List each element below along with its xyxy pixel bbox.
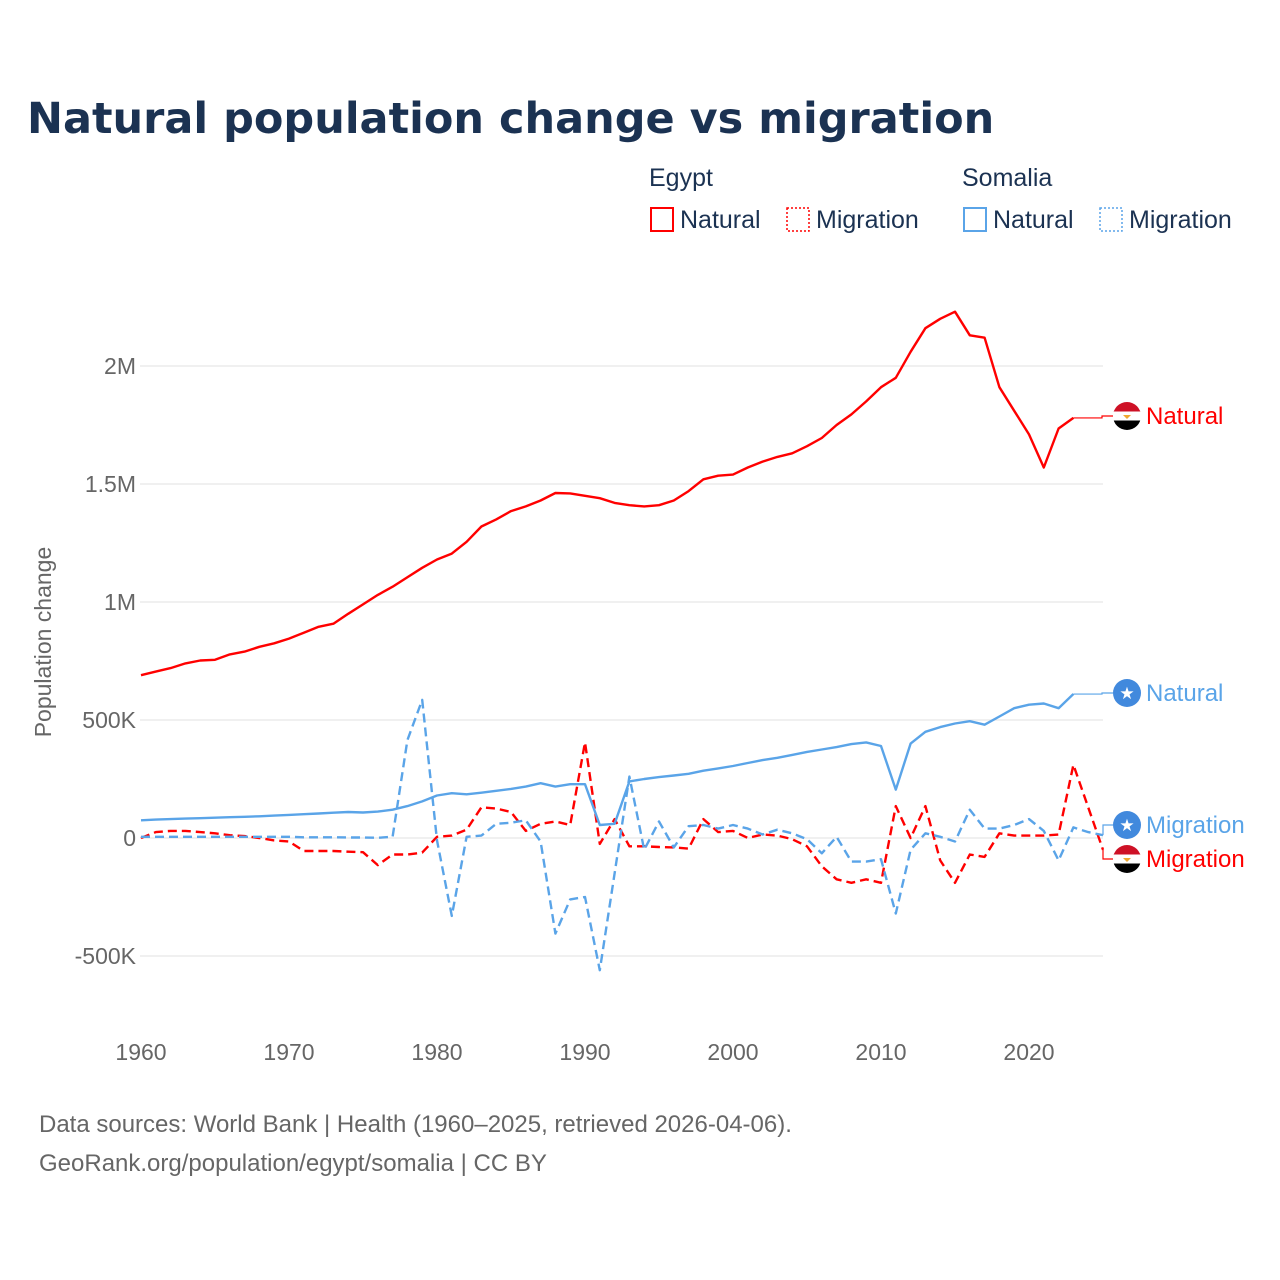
x-tick-label: 2010 xyxy=(855,1039,906,1065)
x-tick-label: 1990 xyxy=(559,1039,610,1065)
somalia-flag-icon: ★ xyxy=(1113,679,1141,707)
y-axis-ticks: -500K 0 500K 1M 1.5M 2M xyxy=(75,353,137,969)
legend: Egypt Natural Migration Somalia Natural … xyxy=(649,164,1232,234)
x-tick-label: 1960 xyxy=(115,1039,166,1065)
svg-text:★: ★ xyxy=(1119,816,1134,836)
y-tick-label: 2M xyxy=(104,353,136,379)
legend-egypt-natural[interactable]: Natural xyxy=(680,206,761,234)
somalia-flag-icon: ★ xyxy=(1113,811,1141,839)
somalia-migration-end-label: Migration xyxy=(1146,812,1245,839)
chart-title: Natural population change vs migration xyxy=(27,94,994,144)
legend-swatch-egypt-natural xyxy=(650,207,674,232)
legend-swatch-somalia-migration xyxy=(1099,207,1123,232)
gridlines xyxy=(140,365,1103,957)
legend-somalia-natural[interactable]: Natural xyxy=(993,206,1074,234)
egypt-migration-end-label: Migration xyxy=(1146,846,1245,873)
label-connector xyxy=(1102,849,1113,860)
x-tick-label: 2020 xyxy=(1003,1039,1054,1065)
series-lines xyxy=(140,310,1105,972)
x-tick-label: 1980 xyxy=(411,1039,462,1065)
legend-group-egypt: Egypt xyxy=(649,164,713,192)
footer-sources: Data sources: World Bank | Health (1960–… xyxy=(39,1111,792,1138)
legend-egypt-migration[interactable]: Migration xyxy=(816,206,919,234)
somalia-migration-line[interactable] xyxy=(141,698,1104,972)
x-axis-ticks: 1960 1970 1980 1990 2000 2010 2020 xyxy=(115,1039,1054,1065)
egypt-migration-line[interactable] xyxy=(140,741,1105,884)
y-axis-label: Population change xyxy=(30,547,56,738)
egypt-flag-icon xyxy=(1113,845,1141,873)
egypt-flag-icon xyxy=(1113,402,1141,430)
y-tick-label: 1.5M xyxy=(85,471,136,497)
legend-swatch-somalia-natural xyxy=(963,207,987,232)
y-tick-label: 500K xyxy=(82,707,136,733)
legend-somalia-migration[interactable]: Migration xyxy=(1129,206,1232,234)
somalia-natural-line[interactable] xyxy=(140,693,1075,827)
x-tick-label: 1970 xyxy=(263,1039,314,1065)
footer-link[interactable]: GeoRank.org/population/egypt/somalia | C… xyxy=(39,1150,547,1177)
y-tick-label: 1M xyxy=(104,589,136,615)
egypt-natural-end-label: Natural xyxy=(1146,403,1223,430)
label-connector xyxy=(1073,692,1113,695)
y-tick-label: -500K xyxy=(75,943,137,969)
label-connector xyxy=(1073,415,1113,419)
egypt-natural-line[interactable] xyxy=(140,310,1075,677)
y-tick-label: 0 xyxy=(123,825,136,851)
legend-group-somalia: Somalia xyxy=(962,164,1052,192)
end-labels: Natural Migration ★ Natural ★ Migration xyxy=(1073,402,1245,873)
somalia-natural-end-label: Natural xyxy=(1146,680,1223,707)
svg-text:★: ★ xyxy=(1119,684,1134,704)
legend-swatch-egypt-migration xyxy=(786,207,810,232)
label-connector xyxy=(1102,824,1113,836)
x-tick-label: 2000 xyxy=(707,1039,758,1065)
